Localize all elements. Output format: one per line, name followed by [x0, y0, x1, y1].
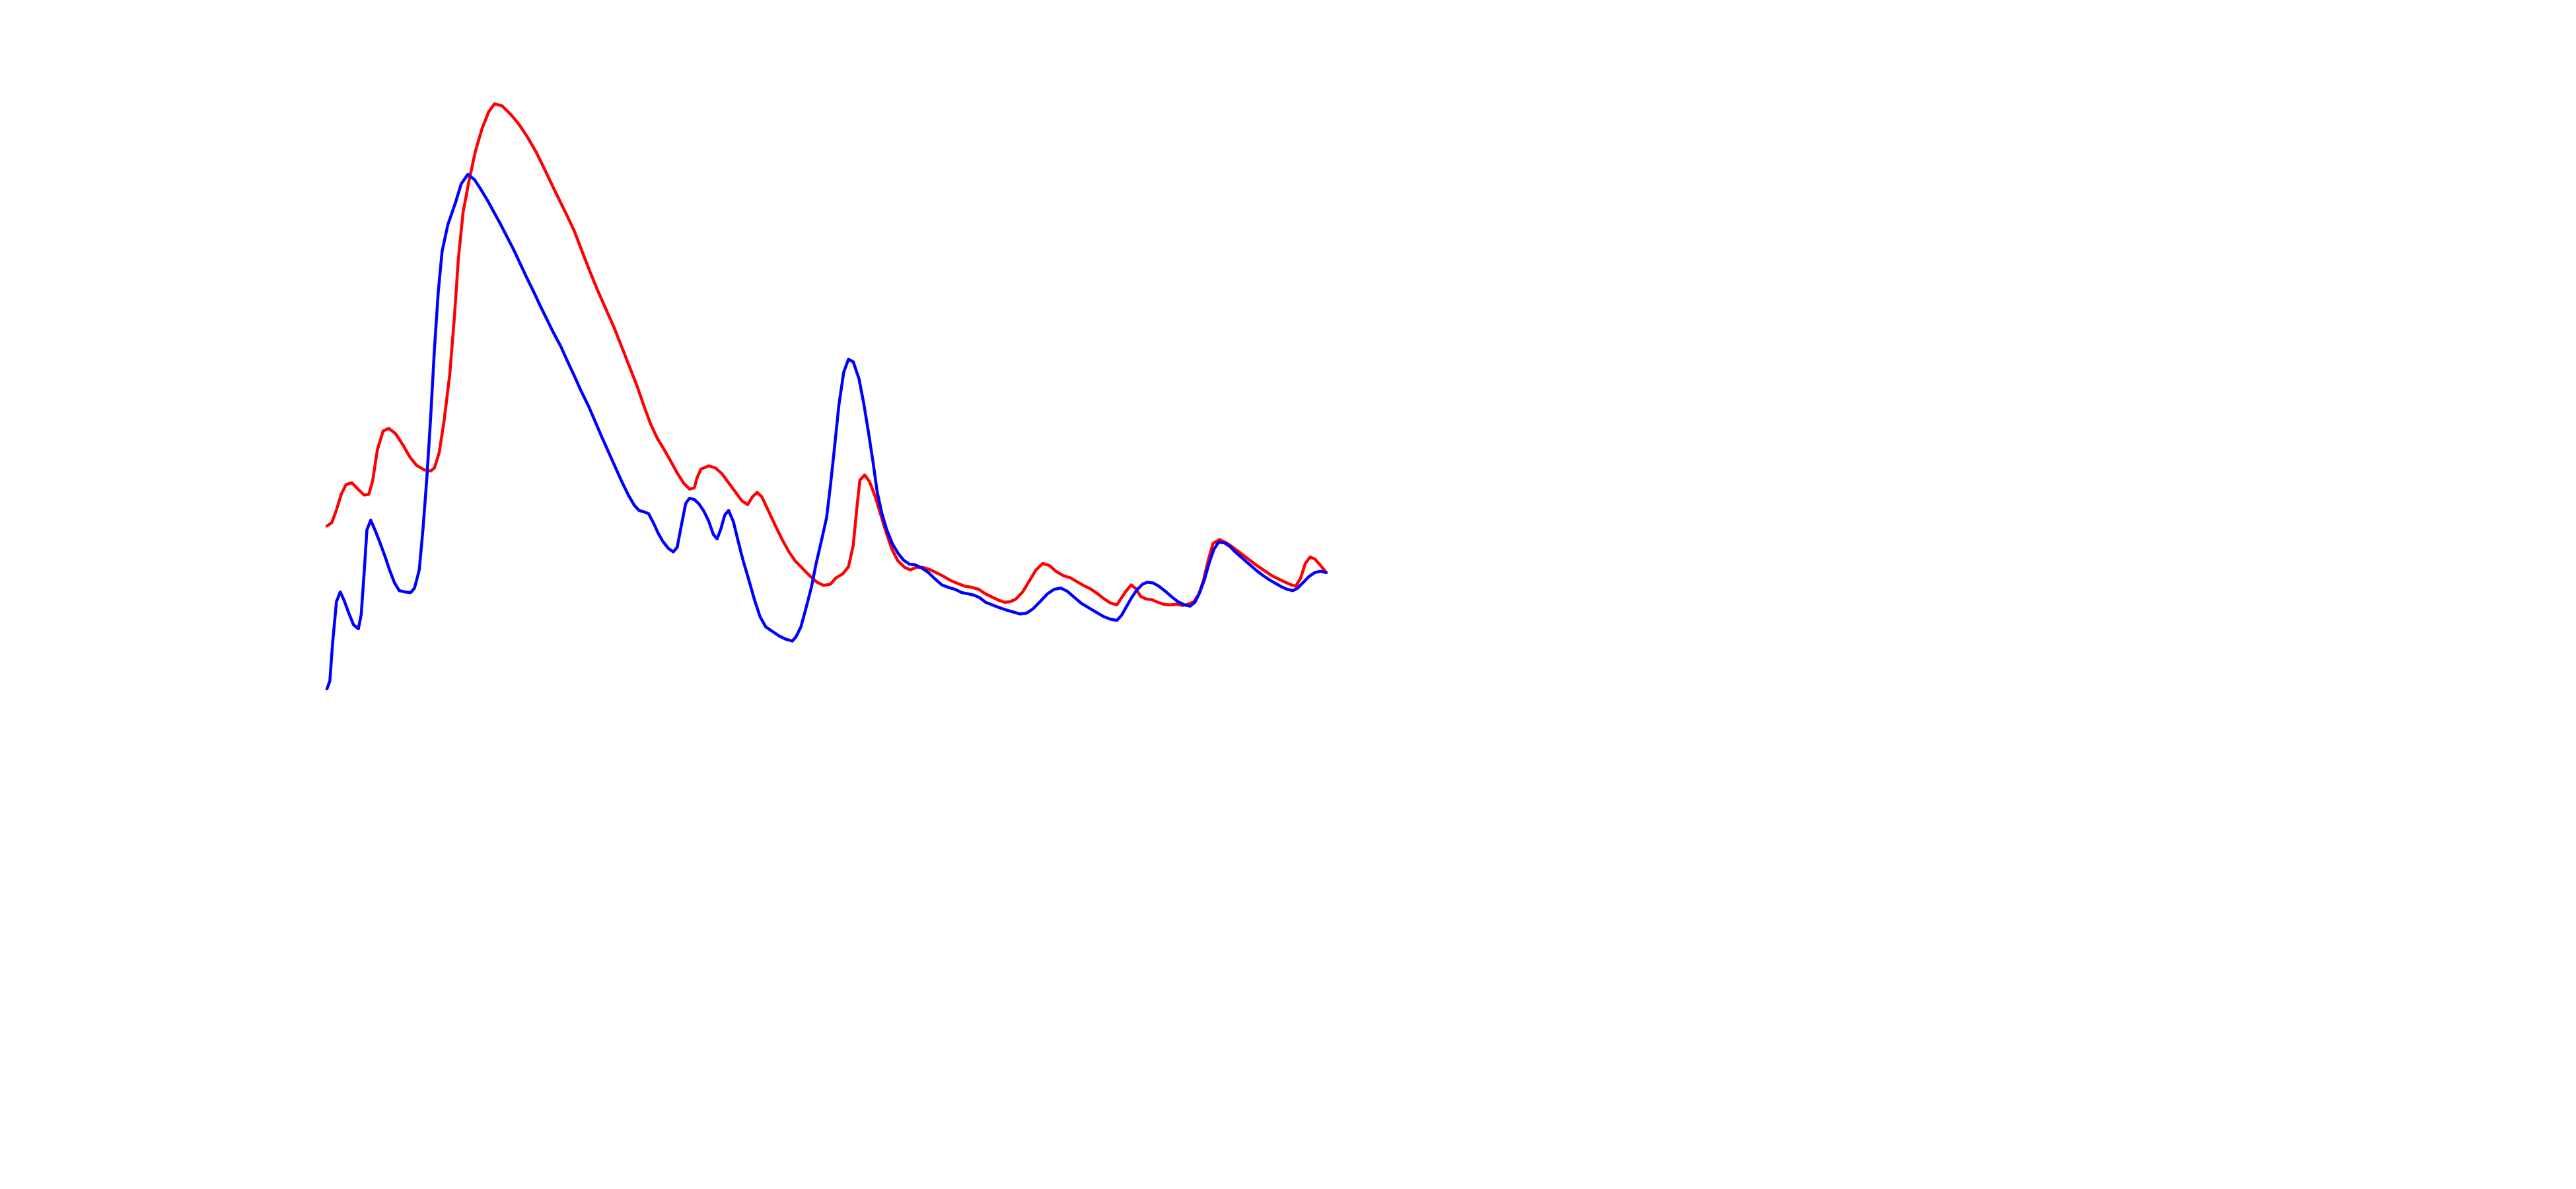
blue-series-line	[325, 172, 1328, 691]
plot-area	[325, 102, 1328, 691]
red-series-line	[325, 102, 1328, 607]
